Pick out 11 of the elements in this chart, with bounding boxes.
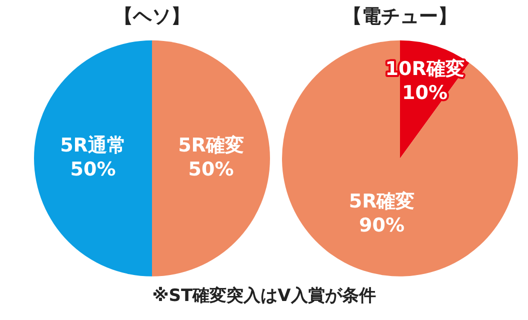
slice-label: 5R通常 — [60, 134, 126, 156]
chart-title: 【電チュー】 — [343, 5, 457, 28]
data-label: 50% — [70, 158, 116, 180]
data-label: 50% — [188, 158, 234, 180]
slice-label: 5R確変 — [348, 190, 415, 212]
text: ※ST確変突入はV入賞が条件 — [151, 285, 377, 307]
chart-title: 【ヘソ】 — [114, 5, 190, 28]
slice-label: 10R確変 — [385, 58, 464, 80]
slice-label: 5R確変 — [178, 134, 244, 156]
data-label: 10% — [402, 82, 448, 104]
data-label: 90% — [359, 214, 405, 236]
